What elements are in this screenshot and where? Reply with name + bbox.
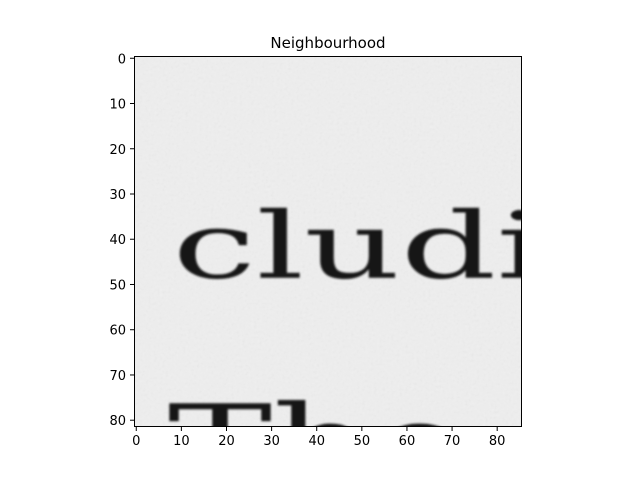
y-tick-label: 40: [109, 233, 126, 248]
x-tick-label: 40: [308, 434, 325, 449]
image-plot-area: cludi The: [134, 56, 544, 480]
x-tick-label: 30: [263, 434, 280, 449]
x-tick-label: 10: [173, 434, 190, 449]
y-tick-label: 0: [118, 52, 126, 67]
x-tick-label: 70: [444, 434, 461, 449]
y-tick-label: 30: [109, 188, 126, 203]
y-axis-ticks: 0 10 20 30 40 50 60 70 80: [109, 52, 134, 429]
y-tick-label: 20: [109, 143, 126, 158]
x-axis-ticks: 0 10 20 30 40 50 60 70 80: [132, 427, 505, 449]
y-tick-label: 10: [109, 98, 126, 113]
x-tick-label: 20: [218, 434, 235, 449]
x-tick-label: 60: [399, 434, 416, 449]
x-tick-label: 50: [354, 434, 371, 449]
plot-frame: [134, 56, 522, 427]
y-tick-label: 60: [109, 324, 126, 339]
y-tick-label: 80: [109, 414, 126, 429]
chart-title: Neighbourhood: [270, 34, 385, 52]
x-tick-label: 80: [489, 434, 506, 449]
image-text-line-1: cludi: [172, 193, 544, 300]
image-noise-texture: [134, 56, 522, 427]
image-text-line-2: The: [168, 382, 466, 480]
y-tick-label: 70: [109, 369, 126, 384]
x-tick-label: 0: [132, 434, 140, 449]
y-tick-label: 50: [109, 278, 126, 293]
